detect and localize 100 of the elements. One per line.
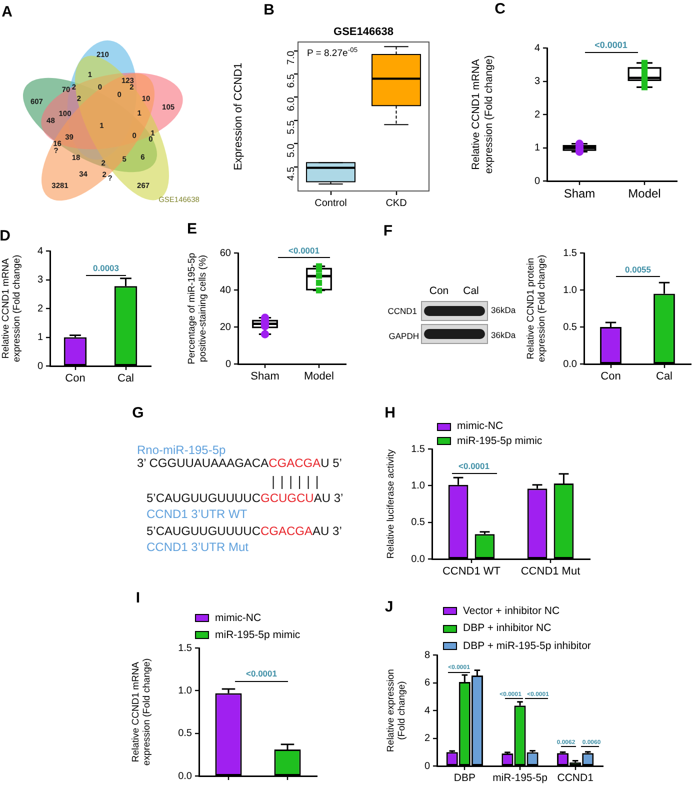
y-tick-label: 40 bbox=[220, 284, 232, 296]
y-tick-label: 60 bbox=[220, 248, 232, 259]
x-tick-label: Cal bbox=[117, 372, 134, 385]
y-tick-label: 3 bbox=[37, 274, 44, 286]
legend-label: DBP + miR-195-5p inhibitor bbox=[463, 640, 591, 652]
text: B bbox=[264, 2, 274, 18]
text: C bbox=[494, 0, 506, 18]
text: Cal bbox=[463, 284, 479, 296]
x-tick-label: Cal bbox=[656, 370, 673, 383]
text: 36kDa bbox=[491, 304, 516, 315]
x-tick-label: Con bbox=[65, 372, 86, 385]
text: 36kDa bbox=[491, 330, 516, 340]
text: D bbox=[0, 228, 10, 244]
text: 3’ CGGUUAUAAAGACA bbox=[137, 456, 269, 470]
y-tick-label: 0 bbox=[424, 760, 430, 772]
y-tick-label: 1 bbox=[534, 142, 540, 154]
y-tick-label: 0.5 bbox=[178, 728, 192, 740]
y-tick-label: 6.0 bbox=[286, 96, 297, 112]
text: AU 3’ bbox=[312, 524, 342, 538]
text: I bbox=[136, 590, 140, 606]
x-tick-label: DBP bbox=[454, 772, 476, 784]
x-tick-label: Con bbox=[600, 370, 621, 383]
y-tick-label: 0.0 bbox=[563, 358, 578, 370]
text: A bbox=[2, 4, 12, 20]
text: J bbox=[384, 598, 394, 616]
x-tick-label: Model bbox=[628, 186, 661, 201]
x-tick-label: CCND1 WT bbox=[442, 566, 501, 578]
y-tick-label: 0 bbox=[37, 360, 44, 372]
y-tick-label: 1.0 bbox=[178, 685, 192, 696]
text: U 5’ bbox=[320, 456, 342, 470]
y-tick-label: 4.5 bbox=[286, 166, 297, 181]
text: G bbox=[132, 404, 144, 422]
x-tick-label: Control bbox=[314, 198, 347, 209]
y-tick-label: 4 bbox=[534, 42, 540, 54]
legend-label: DBP + inhibitor NC bbox=[463, 622, 552, 634]
text: CCND1 3’UTR WT bbox=[146, 507, 248, 521]
y-tick-label: 0 bbox=[225, 358, 232, 370]
y-tick-label: 3 bbox=[534, 76, 540, 87]
y-tick-label: 2 bbox=[424, 733, 430, 744]
y-axis-title: Relative luciferase activity bbox=[385, 449, 396, 559]
y-axis-title: Expression of CCND1 bbox=[232, 62, 245, 170]
x-tick-label: CCND1 Mut bbox=[520, 566, 580, 578]
y-tick-label: 1 bbox=[37, 332, 44, 343]
y-tick-label: 6 bbox=[424, 678, 430, 688]
text: F bbox=[383, 222, 393, 240]
y-tick-label: 2 bbox=[534, 109, 540, 120]
text: Con bbox=[429, 284, 449, 296]
y-tick-label: 0.0 bbox=[178, 770, 192, 782]
legend-label: miR-195-5p mimic bbox=[215, 628, 300, 641]
text: 5’CAUGUUGUUUUC bbox=[146, 524, 261, 538]
x-tick-label: Model bbox=[304, 370, 334, 383]
legend-label: mimic-NC bbox=[457, 420, 504, 432]
x-tick-label: CCND1 bbox=[557, 772, 594, 784]
annotation: <0.0001 bbox=[288, 245, 320, 256]
legend-label: mimic-NC bbox=[215, 612, 262, 624]
annotation: <0.0001 bbox=[246, 668, 278, 678]
legend-label: Vector + inhibitor NC bbox=[463, 604, 560, 617]
annotation: 0.0055 bbox=[625, 264, 652, 274]
x-tick-label: CKD bbox=[386, 198, 407, 209]
y-tick-label: 5.5 bbox=[286, 120, 297, 134]
y-tick-label: 0 bbox=[534, 176, 540, 187]
x-tick-label: miR-195-5p bbox=[492, 772, 548, 784]
y-tick-label: 1.0 bbox=[411, 480, 426, 492]
annotation: <0.0001 bbox=[594, 40, 628, 50]
y-tick-label: 20 bbox=[220, 322, 232, 333]
text: CGACGA bbox=[260, 524, 313, 538]
text: H bbox=[384, 404, 396, 422]
text: AU 3’ bbox=[314, 491, 344, 505]
y-tick-label: 0.5 bbox=[411, 517, 426, 528]
y-tick-label: 1.5 bbox=[411, 444, 426, 455]
text: CCND1 3’UTR Mut bbox=[146, 540, 249, 554]
y-tick-label: 1.0 bbox=[563, 284, 578, 296]
y-tick-label: 7.0 bbox=[286, 50, 297, 65]
x-tick-label: Sham bbox=[564, 186, 596, 201]
annotation: <0.0001 bbox=[458, 460, 490, 471]
text: GAPDH bbox=[388, 330, 419, 340]
y-tick-label: 0.0 bbox=[411, 554, 426, 565]
y-tick-label: 4 bbox=[37, 246, 44, 257]
text: GCUGCU bbox=[260, 491, 314, 505]
y-axis-title: Relative CCND1 mRNA expression (Fold change) bbox=[130, 658, 153, 766]
y-tick-label: 1.5 bbox=[563, 248, 578, 259]
legend-label: miR-195-5p mimic bbox=[457, 434, 542, 447]
y-tick-label: 0.5 bbox=[563, 322, 578, 333]
y-tick-label: 8 bbox=[424, 650, 430, 661]
text: E bbox=[186, 220, 198, 238]
y-axis-title: Percentage of miR-195-5p positive-staining cells (%) bbox=[186, 252, 209, 364]
y-tick-label: 1.5 bbox=[178, 642, 192, 654]
text: Rno-miR-195-5p bbox=[137, 443, 226, 457]
text: CGACGA bbox=[268, 456, 321, 470]
text: CCND1 bbox=[388, 305, 417, 316]
y-tick-label: 2 bbox=[37, 303, 44, 314]
chart-title: GSE146638 bbox=[334, 26, 394, 38]
y-axis-title: Relative CCND1 mRNA expression (Fold change) bbox=[470, 55, 495, 174]
y-axis-title: Relative CCND1 protein expression (Fold change) bbox=[525, 254, 548, 362]
y-axis-title: Relative expression (Fold change) bbox=[385, 669, 408, 752]
text: 5’CAUGUUGUUUUC bbox=[146, 491, 261, 505]
x-tick-label: Sham bbox=[250, 370, 280, 383]
y-axis-title: Relative CCND1 mRNA expression (Fold change) bbox=[0, 254, 23, 362]
y-tick-label: 6.5 bbox=[286, 74, 297, 88]
y-tick-label: 5.0 bbox=[286, 143, 297, 158]
